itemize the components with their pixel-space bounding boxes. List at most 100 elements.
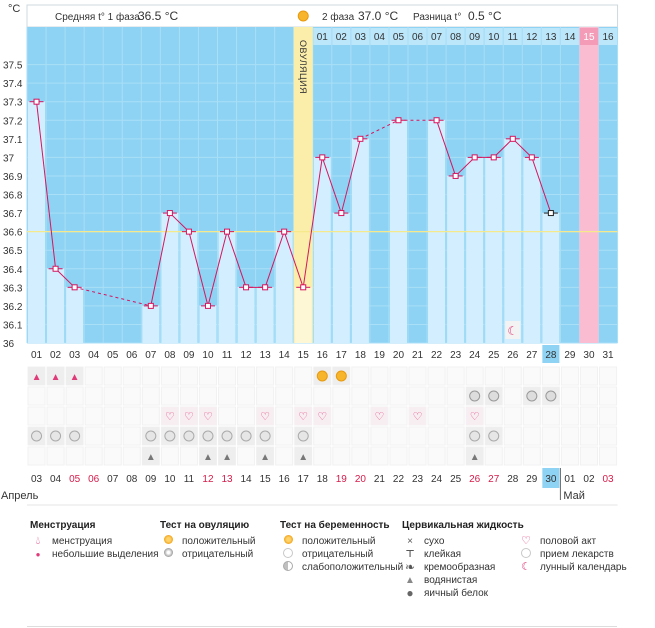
- marker-cell: [103, 426, 122, 446]
- marker-cell: [160, 366, 179, 386]
- cycle-day-label: 27: [526, 350, 538, 361]
- temperature-point: [243, 284, 250, 291]
- phase2-day-number: 05: [393, 32, 405, 43]
- marker-cell: [103, 446, 122, 466]
- drop-icon: ▲: [146, 452, 156, 463]
- menstruation-cell: [28, 367, 46, 385]
- calendar-date-label: 04: [50, 474, 62, 485]
- phase2-day-number: 14: [564, 32, 576, 43]
- phase2-day-cell: [560, 28, 579, 45]
- y-tick-label: 36.9: [3, 172, 23, 183]
- legend-title: Тест на беременность: [280, 520, 390, 531]
- temperature-line-segment: [455, 157, 476, 177]
- heart-icon: ♡: [165, 411, 175, 423]
- calendar-date-label: 10: [164, 474, 176, 485]
- calendar-date-label: 27: [488, 474, 500, 485]
- temperature-line-segment: [55, 268, 75, 288]
- legend-item: слабоположительный: [302, 562, 404, 573]
- cycle-day-label: 26: [507, 350, 519, 361]
- y-tick-label: 37.2: [3, 116, 23, 127]
- marker-cell: [599, 366, 618, 386]
- phase2-day-number: 07: [431, 32, 443, 43]
- temperature-point: [166, 210, 173, 217]
- drop-icon: ▲: [32, 372, 42, 383]
- legend-item: менструация: [52, 536, 113, 547]
- calendar-date-label: 05: [69, 474, 81, 485]
- pill-icon: [183, 430, 195, 442]
- temperature-line-segment: [74, 286, 151, 307]
- temperature-line-segment: [188, 231, 209, 306]
- drop-icon: 💧︎: [35, 535, 41, 547]
- temperature-point: [452, 172, 459, 179]
- cycle-day-label: 18: [355, 350, 367, 361]
- forecast-day-number: 15: [583, 32, 595, 43]
- calendar-date-label: 29: [526, 474, 538, 485]
- forecast-day-cell: [579, 28, 598, 45]
- marker-cell: [408, 366, 427, 386]
- legend-item: положительный: [302, 536, 376, 547]
- lunar-cell: [505, 321, 521, 339]
- temperature-line-segment: [493, 138, 514, 158]
- ovulation-label: ОВУЛЯЦИЯ: [298, 40, 308, 94]
- legend-item: лунный календарь: [540, 562, 627, 573]
- marker-cell: [503, 426, 522, 446]
- cycle-day-label: 16: [317, 350, 329, 361]
- legend-item: кремообразная: [424, 562, 496, 573]
- marker-cell: [218, 366, 237, 386]
- marker-cell: [503, 386, 522, 406]
- cycle-day-label: 30: [583, 350, 595, 361]
- legend-title: Цервикальная жидкость: [402, 520, 524, 531]
- temperature-bar: [28, 101, 46, 343]
- marker-cell: [141, 366, 160, 386]
- temperature-bar: [542, 213, 560, 343]
- drop-icon: ▲: [203, 452, 213, 463]
- cervical-cell: [466, 447, 484, 465]
- temperature-point: [33, 98, 40, 105]
- sticky-icon: ⊤: [405, 549, 415, 560]
- cervical-cell: [256, 447, 274, 465]
- marker-cell: [122, 366, 141, 386]
- phase2-day-cell: [389, 28, 408, 45]
- calendar-date-label: 24: [431, 474, 443, 485]
- heart-icon: ♡: [203, 411, 213, 423]
- phase2-day-cell: [465, 28, 484, 45]
- marker-cell: [84, 406, 103, 426]
- marker-cell: [27, 406, 46, 426]
- sex-cell: [161, 407, 179, 425]
- marker-cell: [237, 386, 256, 406]
- temperature-bar: [332, 213, 350, 343]
- temperature-bar: [485, 157, 503, 343]
- ovulation-bar: [294, 287, 312, 343]
- ovulation-column: [293, 27, 313, 343]
- marker-cell: [408, 386, 427, 406]
- legend-cervical: Цервикальная жидкость × сухо ⊤ клейкая ❧ кр…: [402, 520, 524, 600]
- footer-divider: [27, 626, 617, 627]
- temperature-bar: [466, 157, 484, 343]
- marker-cell: [446, 406, 465, 426]
- marker-cell: [84, 426, 103, 446]
- temperature-point: [147, 302, 154, 309]
- pill-icon: [488, 430, 500, 442]
- temperature-line-segment: [512, 138, 533, 158]
- marker-cell: [541, 446, 560, 466]
- temperature-point: [528, 154, 535, 161]
- marker-cell: [65, 406, 84, 426]
- phase2-day-number: 11: [508, 32, 519, 43]
- cycle-day-label: 12: [241, 350, 253, 361]
- moon-icon: ☾: [521, 561, 531, 573]
- phase2-day-cell: [446, 28, 465, 45]
- temperature-line-segment: [226, 231, 247, 288]
- cycle-day-label: 21: [412, 350, 424, 361]
- marker-cell: [408, 446, 427, 466]
- temperature-line-segment: [150, 212, 171, 306]
- marker-cell: [389, 366, 408, 386]
- watery-icon: ▲: [405, 575, 415, 586]
- phase2-day-cell: [503, 28, 522, 45]
- temperature-bar: [47, 268, 65, 343]
- calendar-date-label: 14: [241, 474, 253, 485]
- marker-cell: [446, 386, 465, 406]
- marker-cell: [65, 446, 84, 466]
- marker-cell: [65, 386, 84, 406]
- calendar-date-label: 13: [221, 474, 233, 485]
- cervical-cell: [218, 447, 236, 465]
